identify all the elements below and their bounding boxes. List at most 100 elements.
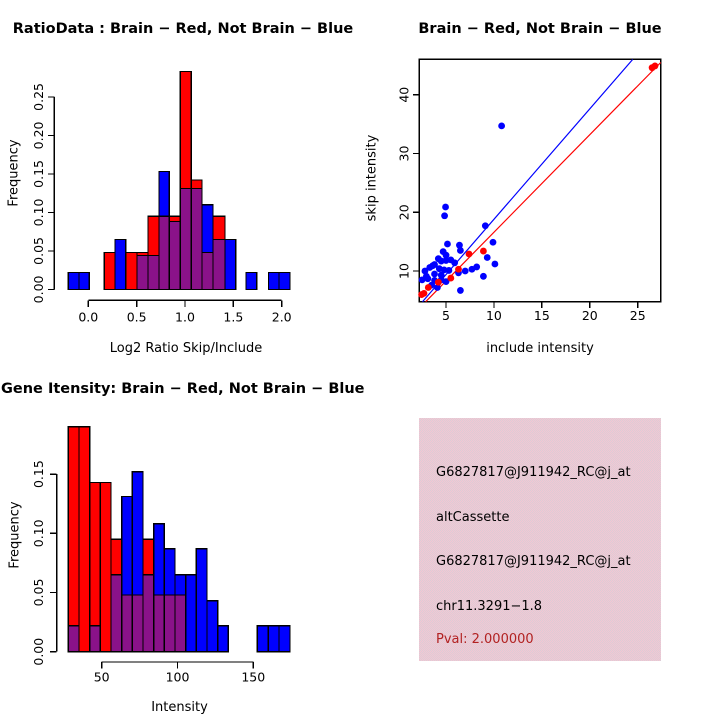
x-tick-label: 150 (241, 669, 265, 684)
hist-bar-red (110, 538, 123, 576)
y-tick-label: 0.15 (31, 160, 46, 188)
hist-bar-red (168, 215, 181, 223)
y-tick-label: 0.15 (31, 460, 46, 488)
scatter-point-blue (483, 254, 491, 261)
y-tick-label: 0.00 (31, 275, 46, 303)
scatter-point-blue (431, 270, 438, 278)
hist-bar-overlap (163, 594, 176, 653)
hist-bar-blue (67, 271, 80, 290)
y-tick-label: 0.20 (31, 121, 46, 149)
hist-bar-blue (256, 625, 269, 653)
scatter-point-blue (457, 287, 464, 294)
hist-bar-blue (114, 238, 127, 291)
hist-bar-overlap (110, 574, 123, 653)
hist-bar-blue (195, 548, 208, 653)
hist-bar-blue (163, 548, 176, 596)
x-tick-label: 50 (94, 669, 110, 684)
hist1-plot: 0.0 0.5 1.0 1.5 2.0 0.00 0.05 0.10 0.15 0.20 0.25 (31, 70, 292, 325)
x-tick-label: 1.0 (175, 310, 195, 325)
hist-bar-red (212, 215, 226, 240)
scatter-plot: 5 10 15 20 25 10 20 30 40 (397, 58, 662, 323)
hist-bar-blue (267, 625, 280, 653)
scatter-point-blue (457, 247, 464, 254)
chromosome-location-text: chr11.3291−1.8 (436, 599, 543, 614)
hist-bar-blue (78, 271, 90, 290)
gene-info-box: G6827817@J911942_RC@j_at altCassette G68… (419, 418, 661, 661)
scatter-point-blue (456, 241, 463, 249)
scatter-point-blue (442, 278, 450, 286)
hist-bar-blue (245, 271, 258, 290)
hist-bar-overlap (147, 254, 160, 291)
scatter-point-blue (421, 267, 429, 275)
hist-bar-overlap (142, 574, 155, 653)
x-tick-label: 15 (534, 308, 550, 323)
hist-bar-blue (174, 574, 187, 596)
scatter-point-blue (481, 222, 489, 230)
hist-bar-blue (158, 170, 170, 217)
hist-bar-blue (185, 574, 197, 653)
hist-bar-red (89, 481, 101, 627)
hist-bar-blue (131, 471, 144, 596)
scatter-point-blue (442, 203, 449, 211)
hist-bar-blue (217, 625, 229, 653)
scatter-xaxis-label: include intensity (486, 341, 594, 356)
hist-bar-blue (201, 204, 214, 254)
hist-bar-overlap (67, 625, 80, 653)
scatter-point-blue (480, 272, 487, 280)
hist1-title: RatioData : Brain − Red, Not Brain − Blu… (12, 21, 354, 37)
scatter-title: Brain − Red, Not Brain − Blue (418, 21, 662, 37)
scatter-point-blue (433, 284, 441, 291)
scatter-point-blue (424, 275, 432, 283)
hist2-xaxis-label: Intensity (151, 700, 208, 715)
x-tick-label: 5 (442, 308, 450, 323)
hist-bar-blue (267, 271, 280, 290)
y-tick-label: 0.05 (31, 237, 46, 265)
hist-bar-red (67, 426, 80, 627)
scatter-point-blue (498, 122, 506, 130)
hist-bar-overlap (121, 594, 133, 653)
probe-id-text-2: G6827817@J911942_RC@j_at (436, 554, 631, 569)
y-tick-label: 0.10 (31, 519, 46, 547)
hist-bar-blue (278, 625, 291, 653)
scatter-point-blue (489, 238, 497, 246)
hist-bar-overlap (136, 254, 149, 291)
hist-bar-red (179, 70, 192, 190)
scatter-point-red (651, 62, 659, 70)
scatter-point-red (455, 265, 462, 273)
x-tick-label: 0.0 (78, 310, 98, 325)
y-tick-label: 0.00 (31, 638, 46, 666)
x-tick-label: 100 (166, 669, 190, 684)
hist-bar-red (103, 251, 116, 291)
hist-bar-blue (153, 523, 165, 596)
y-tick-label: 20 (397, 204, 412, 220)
scatter-point-blue (437, 271, 445, 279)
hist-bar-overlap (131, 594, 144, 653)
scatter-point-red (447, 274, 455, 282)
scatter-point-red (424, 284, 432, 291)
hist-bar-overlap (89, 625, 101, 653)
hist-bar-red (78, 426, 91, 653)
x-tick-label: 25 (630, 308, 646, 323)
scatter-point-blue (426, 264, 434, 271)
x-tick-label: 10 (486, 308, 502, 323)
y-tick-label: 0.05 (31, 579, 46, 607)
hist-bar-red (147, 215, 160, 257)
hist-bar-red (99, 481, 112, 653)
scatter-point-blue (442, 251, 450, 259)
hist2-plot: 50 100 150 0.00 0.05 0.10 0.15 (31, 426, 291, 684)
hist-bar-overlap (153, 594, 165, 653)
x-tick-label: 2.0 (272, 310, 292, 325)
y-tick-label: 0.10 (31, 198, 46, 226)
scatter-point-red (418, 291, 425, 298)
plot-box (418, 58, 662, 303)
hist-bar-overlap (201, 251, 214, 291)
hist-bar-overlap (158, 215, 170, 291)
hist2-title: Gene Itensity: Brain − Red, Not Brain − … (1, 381, 365, 397)
hist-bar-blue (278, 271, 291, 290)
scatter-point-blue (445, 267, 453, 274)
probe-id-text: G6827817@J911942_RC@j_at (436, 465, 631, 480)
hist-bar-red (136, 251, 149, 257)
scatter-point-blue (461, 267, 469, 275)
scatter-point-red (465, 250, 473, 258)
